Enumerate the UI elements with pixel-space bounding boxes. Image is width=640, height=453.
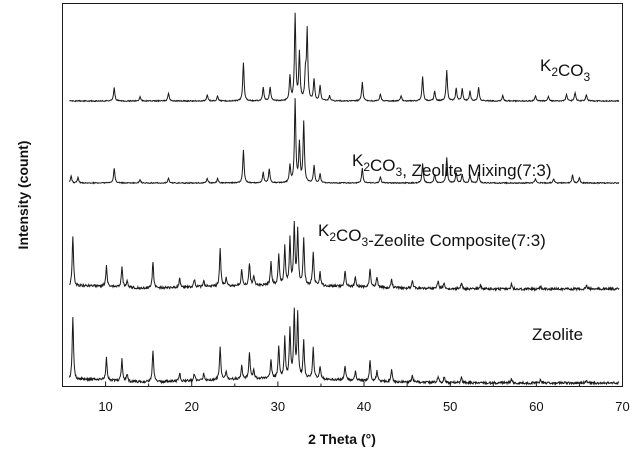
x-tick-label: 10 [98, 399, 112, 414]
series-label-subscript: 3 [396, 165, 403, 179]
series-label-3: Zeolite [532, 325, 583, 344]
series-label-2: K2CO3-Zeolite Composite(7:3) [318, 221, 546, 250]
series-label-0: K2CO3 [540, 56, 591, 84]
series-line-1 [68, 98, 620, 185]
series-line-3 [68, 307, 620, 387]
x-axis-ticks [62, 381, 623, 387]
series-label-subscript: 3 [362, 235, 369, 249]
series-label-1: K2CO3, Zeolite Mixing(7:3) [352, 151, 552, 180]
x-tick-label: 20 [184, 399, 198, 414]
series-label-subscript: 2 [329, 230, 336, 244]
series-line-0 [69, 12, 620, 103]
series-label-subscript: 2 [363, 160, 370, 174]
x-axis-label: 2 Theta (°) [308, 431, 376, 447]
x-tick-label: 40 [357, 399, 371, 414]
series-label-text: CO [336, 226, 362, 245]
series-label-text: K [540, 56, 552, 75]
series-label-text: CO [370, 156, 396, 175]
series-label-text: , Zeolite Mixing(7:3) [402, 161, 551, 180]
series-line-2 [69, 221, 620, 293]
series-label-text: CO [558, 61, 584, 80]
series-lines [68, 12, 620, 387]
plot-frame [62, 3, 623, 387]
series-label-text: Zeolite [532, 325, 583, 344]
x-tick-label: 60 [529, 399, 543, 414]
x-tick-label: 30 [271, 399, 285, 414]
x-tick-label: 50 [443, 399, 457, 414]
y-axis-label: Intensity (count) [15, 141, 31, 250]
series-label-subscript: 3 [584, 70, 591, 84]
series-label-text: K [352, 151, 364, 170]
series-label-text: K [318, 221, 330, 240]
x-tick-label: 70 [615, 399, 629, 414]
x-axis-tick-labels: 10 20 30 40 50 60 70 [98, 399, 629, 414]
series-label-text: -Zeolite Composite(7:3) [368, 231, 546, 250]
series-label-subscript: 2 [551, 65, 558, 79]
